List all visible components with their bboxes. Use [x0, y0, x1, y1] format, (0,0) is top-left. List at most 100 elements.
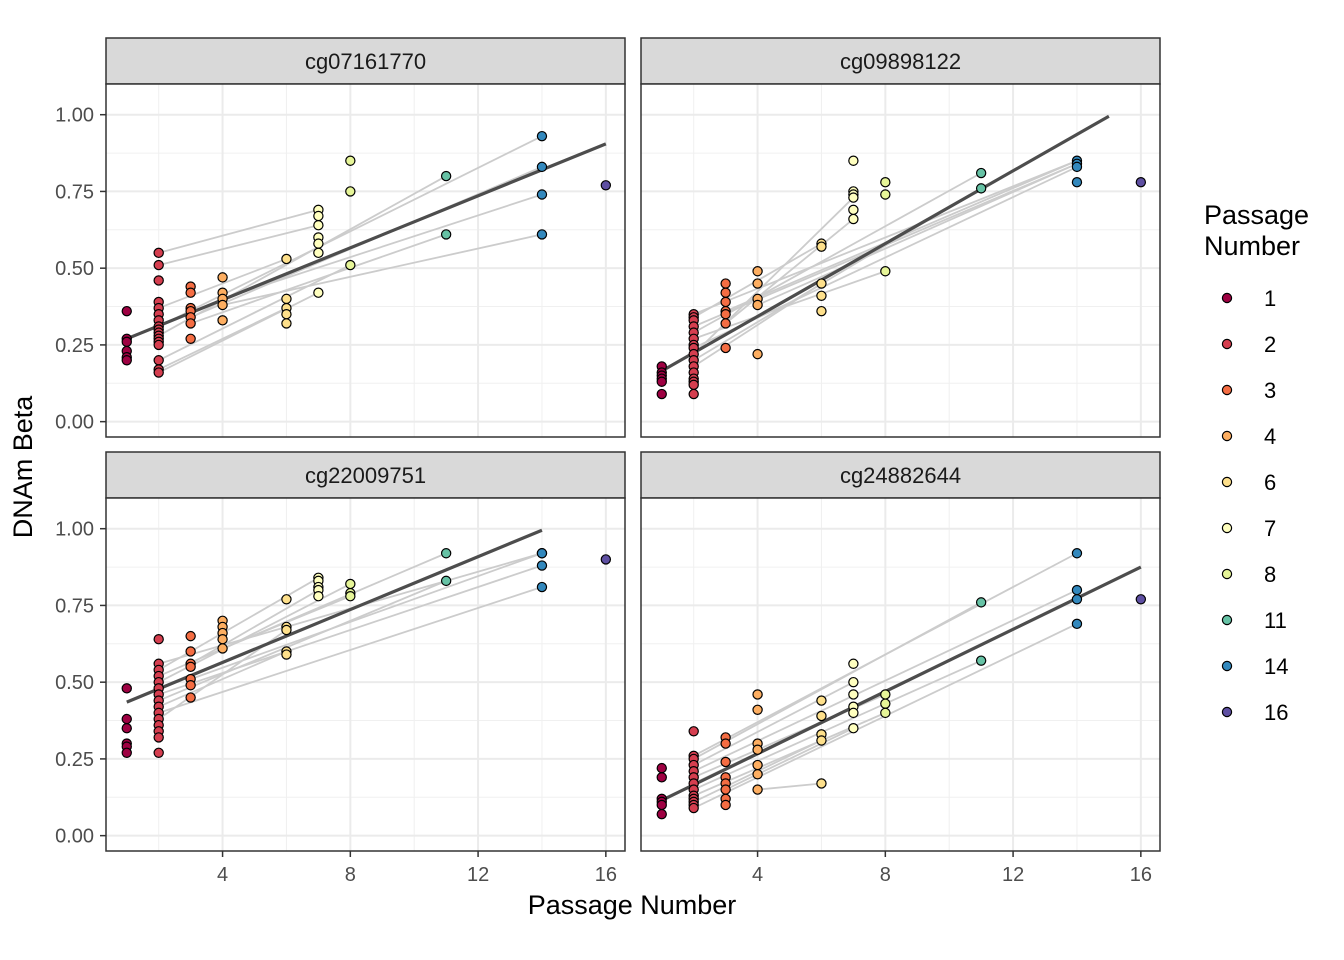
- legend-item: 11: [1221, 608, 1287, 633]
- data-point: [313, 219, 324, 231]
- data-point: [153, 275, 164, 286]
- legend-item: 7: [1221, 516, 1276, 541]
- legend-swatch: [1221, 614, 1233, 626]
- data-point: [536, 560, 548, 571]
- legend-label: 11: [1264, 608, 1287, 633]
- sample-connector-line: [158, 650, 287, 708]
- data-point: [217, 315, 228, 326]
- data-point: [688, 802, 699, 814]
- y-tick-label: 0.50: [55, 258, 94, 280]
- panel-cg07161770: cg07161770 0.00 0.25 0.50 0.75 1.00: [55, 37, 626, 438]
- data-point: [688, 388, 699, 400]
- data-point: [880, 698, 891, 709]
- data-point: [345, 155, 356, 166]
- data-point: [752, 759, 763, 771]
- sample-connector-line: [693, 196, 855, 355]
- sample-connector-line: [158, 291, 319, 374]
- legend-swatch: [1221, 338, 1233, 350]
- data-point: [281, 318, 292, 329]
- data-point: [345, 591, 356, 602]
- regression-line: [126, 142, 607, 341]
- legend-items: 1 2 3 4 6 7 8 11 14 16: [1221, 286, 1288, 725]
- sample-connector-line: [693, 601, 982, 760]
- legend-item: 1: [1221, 286, 1276, 311]
- data-point: [848, 213, 859, 225]
- data-point: [313, 247, 324, 259]
- legend-label: 3: [1264, 378, 1276, 403]
- data-point: [720, 278, 731, 289]
- data-point: [880, 189, 891, 200]
- data-point: [1135, 177, 1147, 188]
- data-point: [536, 189, 548, 200]
- legend-title-line-1: Passage: [1204, 200, 1309, 230]
- data-point: [720, 342, 731, 354]
- legend-item: 2: [1221, 332, 1276, 357]
- sample-connector-line: [190, 589, 319, 665]
- data-point: [656, 762, 667, 774]
- legend-item: 4: [1221, 424, 1276, 449]
- y-tick-label: 0.75: [55, 595, 94, 617]
- legend-swatch: [1221, 522, 1233, 534]
- legend-item: 3: [1221, 378, 1276, 403]
- data-point: [440, 170, 452, 182]
- panel-background: [106, 498, 625, 851]
- data-point: [975, 655, 987, 666]
- data-point: [185, 630, 196, 642]
- regression-line: [126, 528, 543, 704]
- legend-item: 6: [1221, 470, 1276, 495]
- data-point: [752, 689, 763, 700]
- data-point: [720, 296, 731, 308]
- panel-strip-title: cg22009751: [305, 463, 426, 488]
- sample-connector-line: [222, 193, 543, 300]
- data-point: [185, 646, 196, 657]
- regression-line: [661, 565, 1142, 802]
- data-point: [281, 649, 292, 660]
- data-point: [880, 689, 891, 700]
- data-point: [656, 376, 667, 387]
- data-point: [816, 778, 827, 789]
- legend-title-line-2: Number: [1204, 231, 1300, 261]
- panel-cg22009751: cg22009751 0.00 0.25 0.50 0.75 1.00 4 8 12 16: [55, 451, 626, 886]
- legend-item: 14: [1221, 654, 1288, 679]
- data-point: [880, 177, 891, 188]
- legend-label: 8: [1264, 562, 1276, 587]
- data-point: [720, 799, 731, 811]
- data-point: [185, 692, 196, 703]
- sample-connector-line: [693, 659, 982, 791]
- data-point: [121, 336, 132, 348]
- data-point: [848, 707, 859, 719]
- sample-connector-line: [757, 162, 1078, 306]
- data-point: [975, 167, 987, 179]
- legend-label: 4: [1264, 424, 1276, 449]
- data-point: [816, 241, 827, 252]
- data-point: [816, 735, 827, 746]
- panel-strip: [105, 37, 626, 85]
- data-point: [440, 548, 452, 559]
- sample-connector-line: [158, 564, 543, 696]
- data-point: [217, 272, 228, 283]
- data-point: [185, 318, 196, 329]
- sample-connector-line: [190, 552, 543, 680]
- panel-background: [106, 84, 625, 437]
- y-axis-title: DNAm Beta: [8, 395, 38, 539]
- data-point: [281, 253, 292, 265]
- data-point: [880, 266, 891, 277]
- data-point: [848, 204, 859, 216]
- sample-connector-line: [158, 264, 351, 362]
- legend-swatch: [1221, 706, 1233, 718]
- legend-label: 6: [1264, 470, 1276, 495]
- x-tick-label: 12: [467, 864, 489, 886]
- panel-strip: [640, 451, 1161, 499]
- data-point: [752, 348, 763, 360]
- y-tick-label: 0.00: [55, 412, 94, 434]
- sample-connector-line: [158, 175, 447, 337]
- legend-label: 2: [1264, 332, 1276, 357]
- data-point: [153, 247, 164, 259]
- y-tick-label: 0.25: [55, 749, 94, 771]
- data-point: [1071, 618, 1083, 630]
- data-point: [975, 183, 987, 194]
- legend-swatch: [1221, 476, 1233, 488]
- data-point: [720, 318, 731, 329]
- data-point: [153, 355, 164, 366]
- panel-background: [641, 498, 1160, 851]
